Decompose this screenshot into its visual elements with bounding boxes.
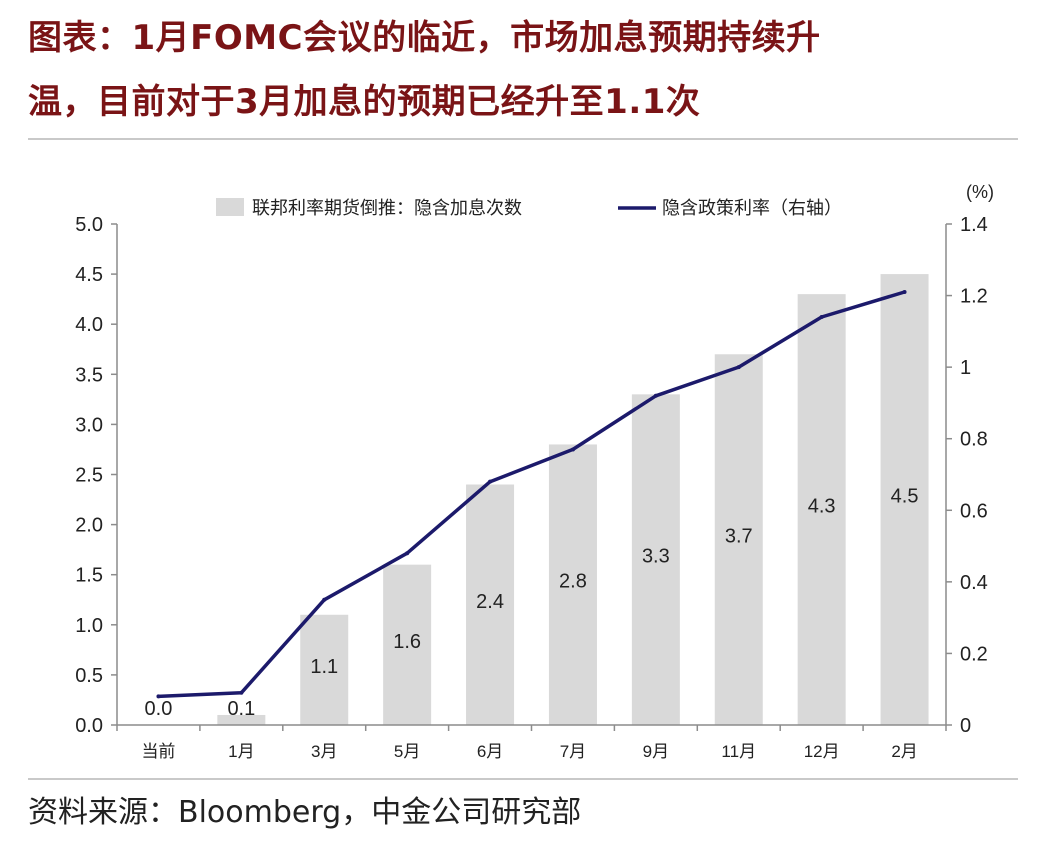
x-tick-label: 11月 [721,742,756,761]
legend-bar-label: 联邦利率期货倒推：隐含加息次数 [252,198,522,218]
left-tick-label: 0.0 [75,715,103,737]
left-tick-label: 2.0 [75,515,103,537]
bar-value-label: 2.4 [476,591,504,613]
bar-2 [300,614,349,725]
x-tick-label: 12月 [804,742,840,761]
policy-rate-point [239,690,244,695]
right-tick-label: 0 [960,715,971,737]
bar-3 [383,564,432,725]
bar-4 [466,484,515,725]
left-tick-label: 1.0 [75,615,103,637]
left-tick-label: 4.0 [75,314,103,336]
x-tick-label: 3月 [311,742,337,761]
left-tick-label: 1.5 [75,565,103,587]
policy-rate-line [158,290,906,699]
policy-rate-point [819,315,824,320]
right-tick-label: 0.4 [960,572,988,594]
right-tick-label: 0.2 [960,643,988,665]
bar-value-label: 3.7 [725,526,753,548]
bar-7 [714,354,763,725]
right-tick-label: 1.4 [960,214,988,236]
chart: 0.0 0.5 1.0 1.5 2.0 2.5 3.0 3.5 4.0 4.5 5.0 0 0.2 0.4… [75,182,994,761]
bar-5 [548,444,597,725]
right-tick-label: 1.2 [960,286,988,308]
right-tick-label: 1 [960,357,971,379]
x-tick-label: 5月 [394,742,420,761]
policy-rate-point [405,551,410,556]
bar-value-label: 0.1 [227,698,255,720]
bottom-divider [28,778,1018,780]
policy-rate-point [570,447,575,452]
top-divider [28,138,1018,140]
left-tick-label: 3.0 [75,414,103,436]
legend-line-label: 隐含政策利率（右轴） [662,198,842,218]
policy-rate-point [736,365,741,370]
x-tick-label: 2月 [891,742,917,761]
left-tick-label: 3.5 [75,364,103,386]
bar-1 [217,714,266,725]
bar-9 [880,274,929,725]
legend-bar-swatch [216,198,244,216]
chart-title-line-1: 图表：1月FOMC会议的临近，市场加息预期持续升 [28,18,821,58]
right-tick-label: 0.6 [960,500,988,522]
policy-rate-point [322,597,327,602]
bar-value-label: 2.8 [559,571,587,593]
x-tick-label: 6月 [477,742,503,761]
bar-8 [797,294,846,725]
bar-value-label: 4.5 [891,486,919,508]
left-tick-label: 2.5 [75,465,103,487]
left-tick-label: 4.5 [75,264,103,286]
chart-title-line-2: 温，目前对于3月加息的预期已经升至1.1次 [28,82,701,122]
bar-value-label: 0.0 [145,698,173,720]
bar-value-label: 1.1 [310,656,338,678]
x-tick-label: 9月 [643,742,669,761]
source-note: 资料来源：Bloomberg，中金公司研究部 [28,795,582,830]
bar-6 [631,394,680,725]
x-tick-label: 7月 [560,742,586,761]
bar-value-label: 4.3 [808,496,836,518]
bar-value-label: 1.6 [393,631,421,653]
left-tick-label: 0.5 [75,665,103,687]
policy-rate-point [156,694,161,699]
x-tick-label: 1月 [228,742,254,761]
right-axis-unit: (%) [966,182,994,202]
policy-rate-point [653,393,658,398]
policy-rate-point [488,479,493,484]
right-tick-label: 0.8 [960,429,988,451]
bar-value-label: 3.3 [642,546,670,568]
left-tick-label: 5.0 [75,214,103,236]
x-tick-label: 当前 [141,742,175,761]
policy-rate-point [902,289,907,294]
